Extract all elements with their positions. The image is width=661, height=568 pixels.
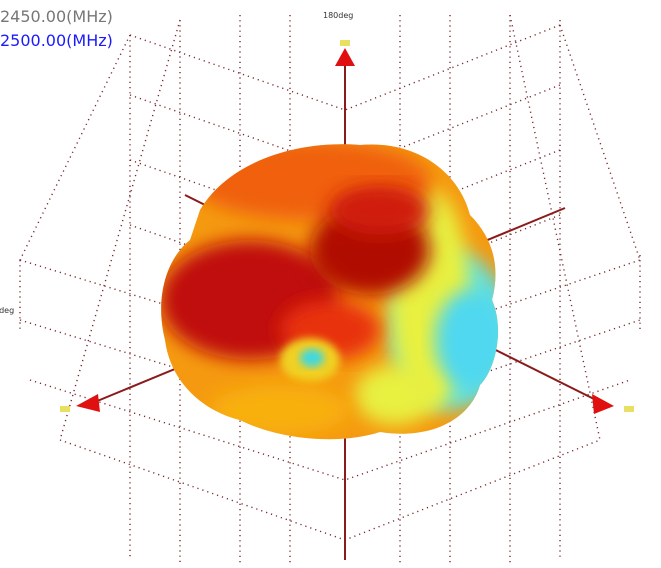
pattern-surface <box>161 144 499 440</box>
grid <box>19 14 641 565</box>
legend-entry: 2450.00(MHz) <box>0 7 113 26</box>
axis-label: 0deg <box>0 306 14 315</box>
legend-entry: 2500.00(MHz) <box>0 31 113 50</box>
axis-label: 180deg <box>323 11 353 20</box>
